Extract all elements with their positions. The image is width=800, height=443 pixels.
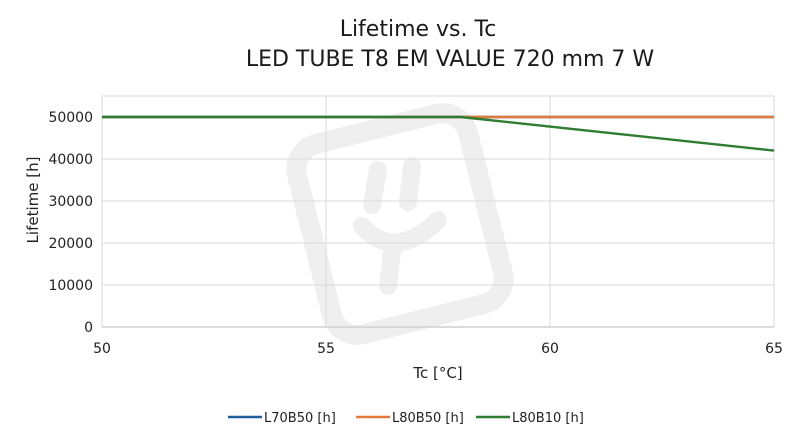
y-tick-label: 40000 [48, 152, 93, 168]
legend-label-2: L80B50 [h] [392, 411, 464, 426]
x-tick-label: 50 [93, 341, 111, 357]
x-tick-label: 60 [541, 341, 559, 357]
chart-title-line-2: LED TUBE T8 EM VALUE 720 mm 7 W [246, 47, 655, 72]
y-tick-label: 10000 [48, 278, 93, 294]
x-tick-label: 55 [317, 341, 335, 357]
y-tick-label: 0 [84, 320, 93, 336]
series-lines [102, 115, 775, 152]
watermark-logo [286, 103, 514, 345]
chart-title-line-1: Lifetime vs. Tc [340, 17, 497, 42]
legend-label-3: L80B10 [h] [512, 411, 584, 426]
legend-label-1: L70B50 [h] [264, 411, 336, 426]
legend: L70B50 [h] L80B50 [h] L80B10 [h] [228, 411, 584, 426]
series-line-3 [102, 115, 775, 152]
y-tick-label: 30000 [48, 194, 93, 210]
tick-labels: 0 10000 20000 30000 40000 50000 50 55 60 65 [48, 110, 782, 357]
y-tick-label: 20000 [48, 236, 93, 252]
x-tick-label: 65 [765, 341, 783, 357]
x-axis-label: Tc [°C] [412, 364, 462, 382]
axes [101, 95, 775, 328]
y-tick-label: 50000 [48, 110, 93, 126]
y-axis-label: Lifetime [h] [24, 157, 42, 244]
